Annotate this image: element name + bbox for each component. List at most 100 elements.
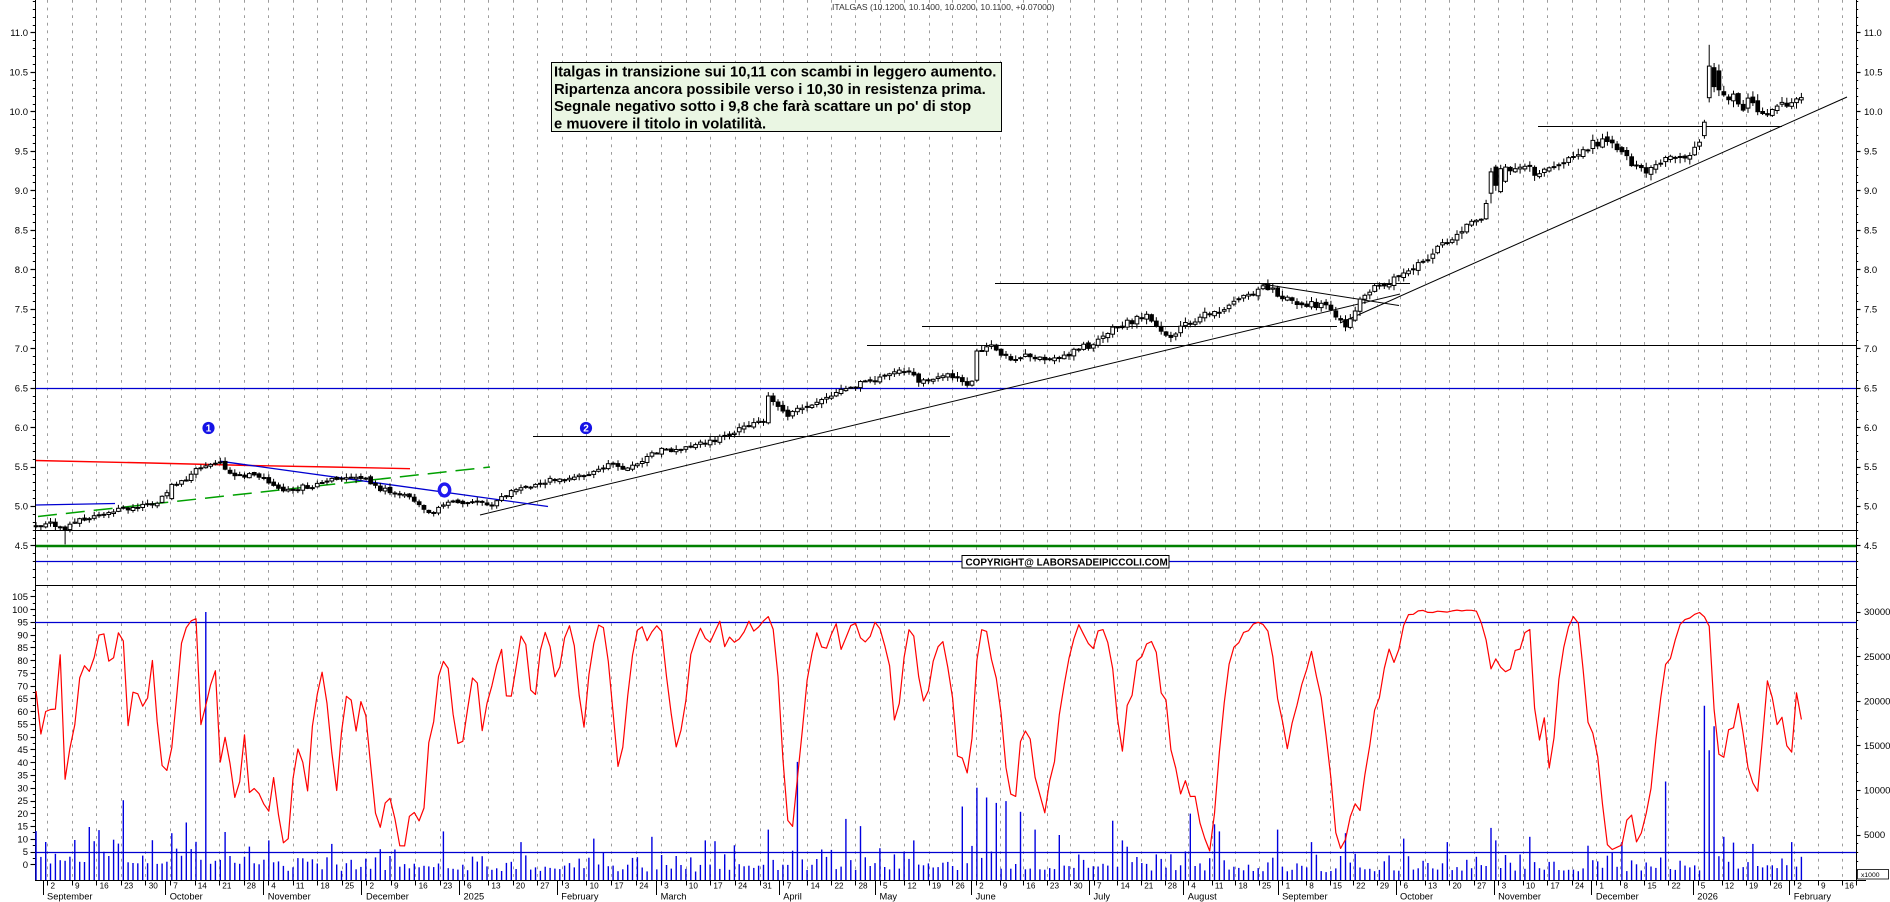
svg-text:100: 100	[12, 605, 28, 616]
svg-text:80: 80	[17, 656, 28, 667]
svg-text:10.5: 10.5	[10, 68, 29, 79]
svg-text:30000: 30000	[1864, 607, 1890, 618]
svg-text:COPYRIGHT@ LABORSADEIPICCOLI.C: COPYRIGHT@ LABORSADEIPICCOLI.COM	[966, 558, 1168, 569]
svg-text:25: 25	[1262, 882, 1272, 891]
svg-text:10000: 10000	[1864, 786, 1890, 797]
svg-text:20: 20	[516, 882, 526, 891]
svg-text:May: May	[880, 892, 898, 902]
svg-text:15: 15	[1648, 882, 1658, 891]
svg-text:June: June	[976, 892, 996, 902]
svg-text:2: 2	[51, 882, 56, 891]
svg-text:April: April	[783, 892, 802, 902]
svg-text:6: 6	[1404, 882, 1409, 891]
svg-text:26: 26	[1773, 882, 1783, 891]
svg-text:5.5: 5.5	[15, 462, 28, 473]
svg-text:95: 95	[17, 618, 28, 629]
svg-text:11: 11	[1215, 882, 1224, 891]
svg-text:August: August	[1188, 892, 1217, 902]
svg-text:14: 14	[198, 882, 208, 891]
svg-text:15: 15	[17, 822, 28, 833]
svg-text:September: September	[1282, 892, 1327, 902]
svg-text:50: 50	[17, 732, 28, 743]
svg-text:10: 10	[1526, 882, 1536, 891]
svg-text:23: 23	[1050, 882, 1060, 891]
svg-text:11.0: 11.0	[1864, 28, 1882, 39]
svg-text:22: 22	[835, 882, 845, 891]
svg-text:16: 16	[1845, 882, 1855, 891]
svg-text:5: 5	[1701, 882, 1706, 891]
svg-text:16: 16	[100, 882, 110, 891]
svg-text:3: 3	[565, 882, 570, 891]
svg-text:31: 31	[763, 882, 773, 891]
svg-text:14: 14	[811, 882, 821, 891]
svg-text:24: 24	[738, 882, 748, 891]
svg-text:2: 2	[370, 882, 375, 891]
svg-text:20: 20	[17, 809, 28, 820]
svg-text:24: 24	[639, 882, 649, 891]
svg-text:23: 23	[443, 882, 453, 891]
svg-text:105: 105	[12, 592, 28, 603]
svg-text:12: 12	[908, 882, 918, 891]
svg-text:Italgas in transizione sui 10,: Italgas in transizione sui 10,11 con sca…	[554, 65, 996, 81]
svg-text:5: 5	[23, 847, 28, 858]
svg-text:5: 5	[883, 882, 888, 891]
svg-text:18: 18	[320, 882, 330, 891]
svg-text:20000: 20000	[1864, 696, 1890, 707]
svg-text:55: 55	[17, 720, 28, 731]
svg-text:4: 4	[271, 882, 276, 891]
svg-text:30: 30	[1074, 882, 1084, 891]
svg-text:11.0: 11.0	[10, 28, 28, 39]
svg-text:29: 29	[1380, 882, 1390, 891]
svg-text:8.0: 8.0	[1864, 265, 1877, 276]
svg-text:0: 0	[23, 860, 28, 871]
svg-text:9.5: 9.5	[15, 147, 28, 158]
svg-text:17: 17	[713, 882, 723, 891]
svg-text:45: 45	[17, 745, 28, 756]
svg-text:9.5: 9.5	[1864, 147, 1877, 158]
svg-text:25: 25	[17, 796, 28, 807]
svg-text:16: 16	[419, 882, 429, 891]
svg-text:February: February	[561, 892, 599, 902]
svg-text:2: 2	[583, 424, 589, 435]
svg-text:28: 28	[859, 882, 869, 891]
svg-text:1: 1	[1599, 882, 1604, 891]
svg-text:7.5: 7.5	[15, 304, 28, 315]
svg-text:65: 65	[17, 694, 28, 705]
svg-text:9.0: 9.0	[15, 186, 28, 197]
svg-text:6.0: 6.0	[1864, 423, 1877, 434]
svg-text:14: 14	[1121, 882, 1131, 891]
svg-text:8: 8	[1309, 882, 1314, 891]
svg-text:9: 9	[394, 882, 399, 891]
svg-text:8.5: 8.5	[15, 226, 28, 237]
svg-text:2025: 2025	[464, 892, 485, 902]
svg-text:5000: 5000	[1864, 830, 1885, 841]
svg-text:19: 19	[932, 882, 942, 891]
svg-text:Segnale negativo sotto i 9,8 c: Segnale negativo sotto i 9,8 che farà sc…	[554, 99, 971, 115]
svg-text:6.0: 6.0	[15, 423, 28, 434]
svg-text:70: 70	[17, 681, 28, 692]
svg-text:27: 27	[1477, 882, 1487, 891]
svg-text:17: 17	[615, 882, 625, 891]
svg-text:13: 13	[491, 882, 501, 891]
svg-text:8.0: 8.0	[15, 265, 28, 276]
svg-text:4.5: 4.5	[1864, 541, 1877, 552]
svg-text:16: 16	[1026, 882, 1036, 891]
svg-text:5.5: 5.5	[1864, 462, 1877, 473]
svg-text:9.0: 9.0	[1864, 186, 1877, 197]
svg-text:2: 2	[979, 882, 984, 891]
svg-text:7: 7	[1097, 882, 1102, 891]
svg-text:1: 1	[206, 424, 212, 435]
svg-text:27: 27	[540, 882, 550, 891]
svg-text:13: 13	[1428, 882, 1438, 891]
svg-text:18: 18	[1239, 882, 1249, 891]
svg-text:March: March	[661, 892, 687, 902]
svg-text:35: 35	[17, 771, 28, 782]
svg-text:12: 12	[1725, 882, 1735, 891]
svg-text:28: 28	[1168, 882, 1178, 891]
svg-text:10: 10	[17, 835, 28, 846]
svg-text:October: October	[170, 892, 203, 902]
svg-text:26: 26	[956, 882, 966, 891]
svg-text:20: 20	[1453, 882, 1463, 891]
svg-text:September: September	[47, 892, 92, 902]
svg-text:Ripartenza ancora possibile ve: Ripartenza ancora possibile verso i 10,3…	[554, 82, 986, 98]
